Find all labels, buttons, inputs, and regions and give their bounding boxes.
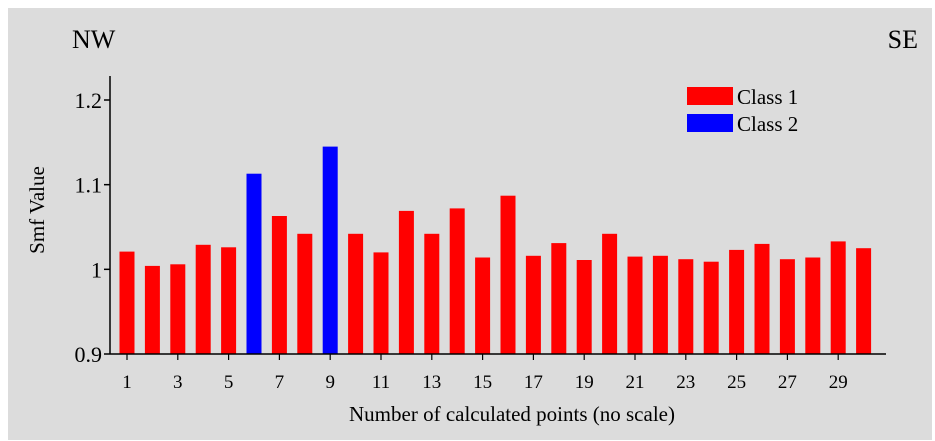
bar-point-4 (195, 244, 211, 354)
bar-point-7 (271, 216, 287, 354)
y-axis-ticks: 0.9 1 1.1 1.2 (75, 88, 110, 367)
bar-point-25 (729, 249, 745, 354)
bar-point-28 (805, 257, 821, 354)
y-tick-label: 1.2 (75, 88, 103, 113)
bar-point-27 (779, 259, 795, 354)
bar-point-9 (322, 146, 338, 354)
x-tick-label: 15 (473, 372, 492, 393)
bar-point-8 (297, 233, 313, 354)
bar-point-1 (119, 251, 135, 354)
x-tick-label: 19 (575, 372, 594, 393)
legend-label-class-2: Class 2 (737, 112, 798, 136)
legend: Class 1 Class 2 (687, 85, 798, 136)
bar-point-10 (348, 233, 364, 354)
y-tick-label: 0.9 (75, 342, 103, 367)
y-tick-label: 1.1 (75, 173, 103, 198)
bar-point-13 (424, 233, 440, 354)
bar-point-24 (703, 261, 719, 354)
x-tick-label: 7 (275, 372, 285, 393)
x-tick-label: 23 (676, 372, 695, 393)
x-tick-label: 3 (173, 372, 183, 393)
bar-point-29 (830, 241, 846, 354)
x-tick-label: 9 (325, 372, 335, 393)
x-tick-label: 1 (122, 372, 132, 393)
legend-swatch-class-1 (687, 87, 733, 105)
x-axis-title: Number of calculated points (no scale) (349, 402, 675, 426)
bar-point-2 (144, 265, 160, 354)
bar-point-18 (551, 243, 567, 354)
bar-point-19 (576, 260, 592, 354)
bar-point-6 (246, 173, 262, 354)
bar-point-22 (652, 255, 668, 354)
x-tick-label: 25 (727, 372, 746, 393)
legend-swatch-class-2 (687, 114, 733, 132)
legend-label-class-1: Class 1 (737, 85, 798, 109)
bar-point-30 (856, 248, 872, 354)
bar-point-5 (221, 247, 237, 354)
x-tick-label: 27 (778, 372, 797, 393)
bar-point-23 (678, 259, 694, 354)
corner-label-se: SE (888, 25, 918, 54)
bar-point-17 (525, 255, 541, 354)
x-tick-label: 5 (224, 372, 234, 393)
bar-point-26 (754, 243, 770, 354)
bar-point-16 (500, 195, 516, 354)
x-tick-label: 29 (829, 372, 848, 393)
bar-point-14 (449, 208, 465, 354)
x-axis-ticks: 1 3 5 7 9 11 13 15 17 19 21 23 25 27 29 (122, 354, 848, 393)
x-tick-label: 11 (372, 372, 390, 393)
bar-point-11 (373, 252, 389, 354)
corner-label-nw: NW (72, 25, 116, 54)
y-tick-label: 1 (91, 257, 102, 282)
plot-panel-background (8, 8, 932, 440)
bar-series (119, 146, 872, 354)
bar-point-3 (170, 264, 186, 354)
x-tick-label: 13 (422, 372, 441, 393)
bar-point-20 (602, 233, 618, 354)
x-tick-label: 21 (626, 372, 645, 393)
bar-point-15 (475, 257, 491, 354)
y-axis-title: Smf Value (25, 166, 49, 254)
bar-point-12 (398, 210, 414, 354)
bar-point-21 (627, 256, 643, 354)
x-tick-label: 17 (524, 372, 543, 393)
